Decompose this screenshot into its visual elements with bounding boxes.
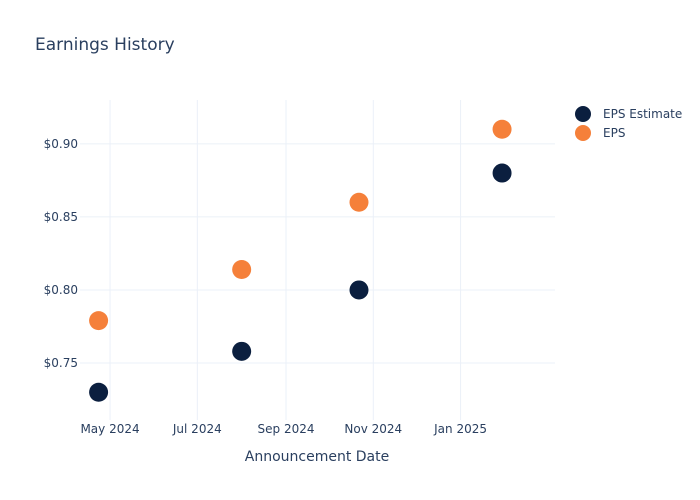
point-eps[interactable] xyxy=(492,119,512,139)
legend-item-eps-estimate[interactable]: EPS Estimate xyxy=(575,106,682,122)
legend-label: EPS Estimate xyxy=(603,107,682,121)
point-eps-estimate[interactable] xyxy=(232,341,252,361)
point-eps[interactable] xyxy=(349,192,369,212)
point-eps[interactable] xyxy=(89,311,109,331)
chart-title: Earnings History xyxy=(35,35,175,55)
point-eps-estimate[interactable] xyxy=(89,382,109,402)
grid xyxy=(80,100,555,420)
legend: EPS Estimate EPS xyxy=(575,106,682,141)
y-tick-label: $0.90 xyxy=(44,137,78,151)
point-eps-estimate[interactable] xyxy=(492,163,512,183)
x-axis-ticks: May 2024 Jul 2024 Sep 2024 Nov 2024 Jan 2025 xyxy=(80,422,487,436)
y-axis-ticks: $0.75 $0.80 $0.85 $0.90 xyxy=(44,137,78,370)
legend-item-eps[interactable]: EPS xyxy=(575,125,625,141)
legend-label: EPS xyxy=(603,126,625,140)
x-tick-label: May 2024 xyxy=(80,422,139,436)
x-tick-label: Nov 2024 xyxy=(344,422,402,436)
x-tick-label: Jul 2024 xyxy=(172,422,222,436)
x-tick-label: Jan 2025 xyxy=(433,422,487,436)
point-eps-estimate[interactable] xyxy=(349,280,369,300)
y-tick-label: $0.85 xyxy=(44,210,78,224)
y-tick-label: $0.80 xyxy=(44,283,78,297)
point-eps[interactable] xyxy=(232,259,252,279)
legend-marker xyxy=(575,125,591,141)
x-tick-label: Sep 2024 xyxy=(258,422,315,436)
data-points xyxy=(89,119,512,402)
y-tick-label: $0.75 xyxy=(44,356,78,370)
x-axis-title: Announcement Date xyxy=(245,449,389,465)
legend-marker xyxy=(575,106,591,122)
